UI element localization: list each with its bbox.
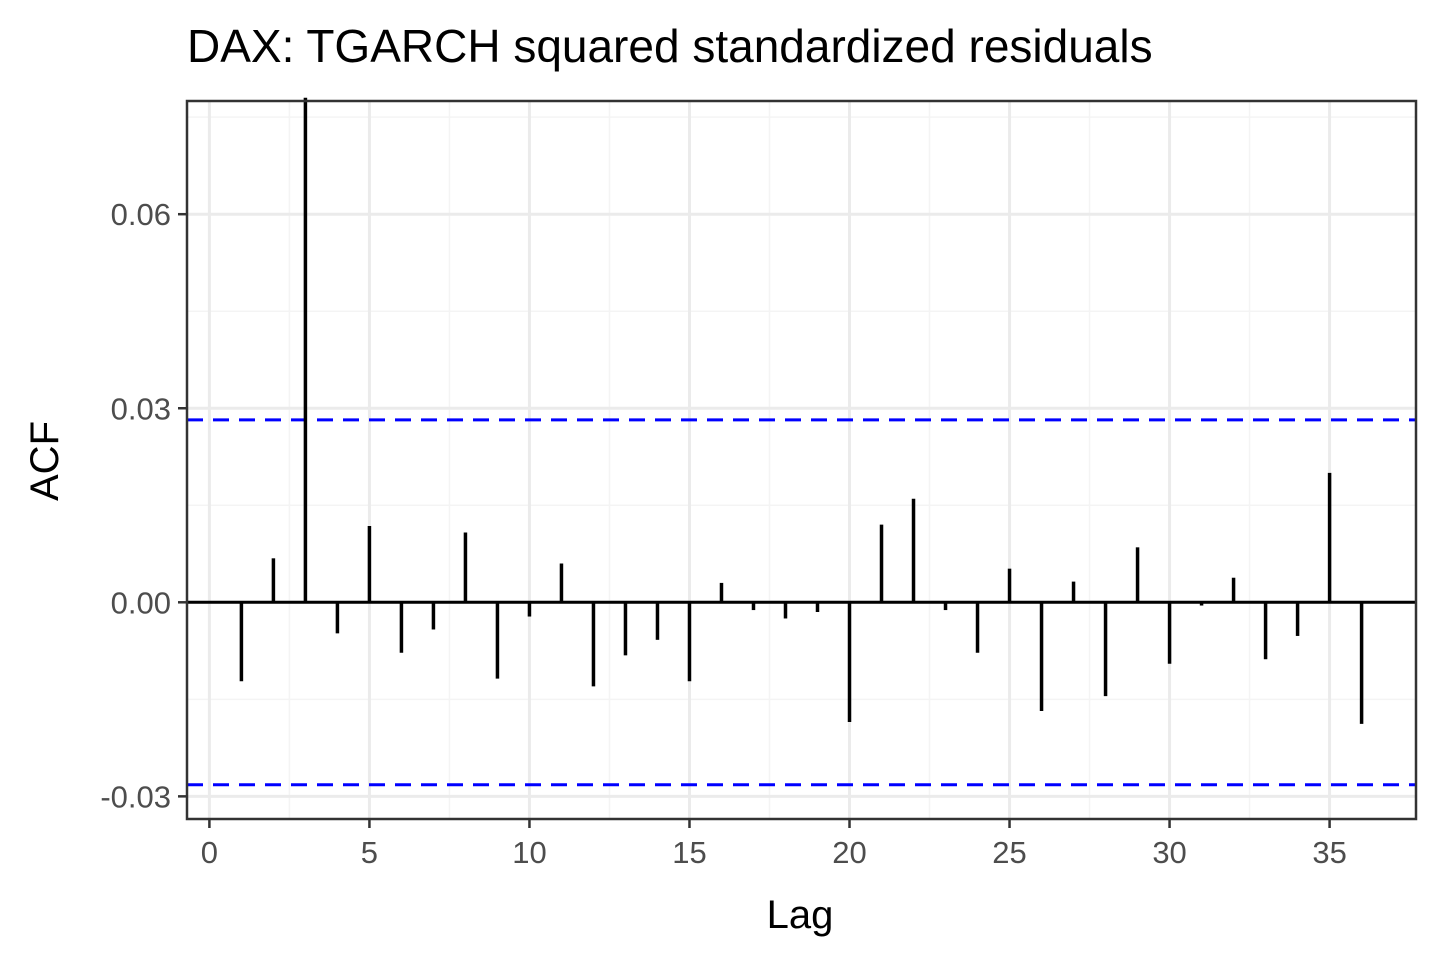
x-tick-label: 5	[361, 835, 378, 870]
grid-layer	[187, 101, 1416, 819]
x-tick-label: 0	[201, 835, 218, 870]
x-tick-label: 25	[992, 835, 1026, 870]
panel-border	[185, 99, 1418, 821]
x-tick-label: 35	[1312, 835, 1346, 870]
x-tick-label: 10	[512, 835, 546, 870]
y-tick-label: 0.00	[111, 585, 171, 620]
bar-layer	[239, 97, 1364, 724]
x-axis-title: Lag	[767, 893, 834, 937]
y-tick-label: 0.06	[111, 197, 171, 232]
x-tick-label: 20	[832, 835, 866, 870]
axis-layer: -0.03 0.00 0.03 0.06 0 5 10 15 20 25 30 35	[100, 99, 1418, 870]
chart-title: DAX: TGARCH squared standardized residua…	[187, 20, 1153, 72]
x-tick-label: 15	[672, 835, 706, 870]
y-axis-title: ACF	[23, 421, 67, 501]
y-tick-label: 0.03	[111, 391, 171, 426]
y-tick-label: -0.03	[100, 779, 171, 814]
x-tick-label: 30	[1152, 835, 1186, 870]
confidence-band-layer	[187, 418, 1416, 787]
